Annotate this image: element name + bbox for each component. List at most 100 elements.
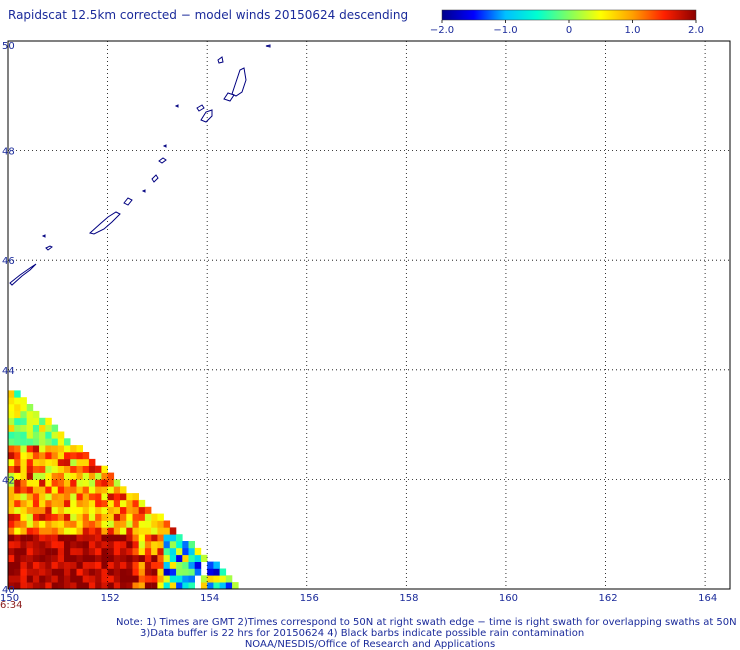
data-cell [14,499,21,508]
data-cell [120,541,127,549]
data-cell [95,499,102,508]
data-cell [126,582,133,590]
data-cell [182,561,189,569]
data-cell [20,547,27,556]
data-cell [82,472,90,480]
data-cell [120,499,127,508]
data-cell [64,452,71,460]
data-cell [70,465,77,473]
data-cell [45,582,52,590]
data-cell [101,493,108,501]
data-cell [157,520,164,528]
data-cell [144,568,152,576]
data-cell [20,520,27,528]
island-outline [265,44,271,48]
data-cell [132,541,139,549]
data-cell [76,493,83,501]
data-cell [32,458,40,466]
data-cell [176,568,183,576]
data-cell [39,554,46,562]
data-cell [95,486,102,494]
data-cell [8,541,15,549]
data-cell [8,479,15,487]
data-cell [82,568,90,576]
data-cell [20,534,27,542]
data-cell [32,506,40,514]
island-outline [162,144,167,148]
data-cell [213,561,220,569]
data-cell [76,582,83,590]
data-cell [26,424,34,432]
data-cell [20,527,27,535]
data-cell [26,499,34,508]
data-cell [120,582,127,590]
data-cell [8,458,15,466]
data-cell [14,493,21,501]
data-cell [188,568,195,576]
data-cell [8,547,15,556]
data-cell [32,520,40,528]
lon-tick-label: 160 [499,593,518,604]
data-cell [45,452,52,460]
data-cell [26,410,34,419]
data-cell [70,506,77,514]
data-cell [144,541,152,549]
data-cell [8,438,15,446]
data-cell [20,424,27,432]
data-cell [107,472,115,480]
data-cell [138,534,146,542]
data-cell [39,499,46,508]
data-cell [45,445,52,453]
data-cell [163,568,171,576]
data-cell [101,513,108,521]
data-cell [169,541,177,549]
data-cell [120,513,127,521]
data-cell [64,541,71,549]
data-cell [88,575,96,583]
data-cell [95,527,102,535]
data-cell [45,472,52,480]
data-cell [70,452,77,460]
data-cell [14,472,21,480]
data-cell [113,493,121,501]
lon-tick-label: 154 [200,593,219,604]
data-cell [14,575,21,583]
data-cell [120,561,127,569]
data-cell [82,534,90,542]
data-cell [64,438,71,446]
data-cell [8,568,15,576]
data-cell [151,554,158,562]
data-cell [64,465,71,473]
data-cell [14,438,21,446]
data-cell [57,506,65,514]
data-cell [120,520,127,528]
data-cell [20,493,27,501]
data-cell [14,404,21,412]
data-cell [32,541,40,549]
data-cell [144,527,152,535]
data-cell [76,479,83,487]
data-cell [107,575,115,583]
data-cell [20,499,27,508]
data-cell [39,493,46,501]
data-cell [126,554,133,562]
data-cell [88,520,96,528]
data-cell [157,575,164,583]
data-cell [39,438,46,446]
data-cell [182,547,189,556]
data-cell [95,465,102,473]
data-cell [45,575,52,583]
data-cell [14,547,21,556]
data-cell [51,575,59,583]
data-cell [82,513,90,521]
data-cell [26,520,34,528]
data-cell [57,499,65,508]
data-cell [26,445,34,453]
data-cell [151,561,158,569]
data-cell [126,561,133,569]
data-cell [8,554,15,562]
data-cell [51,534,59,542]
data-cell [39,575,46,583]
data-cell [8,561,15,569]
data-cell [88,534,96,542]
